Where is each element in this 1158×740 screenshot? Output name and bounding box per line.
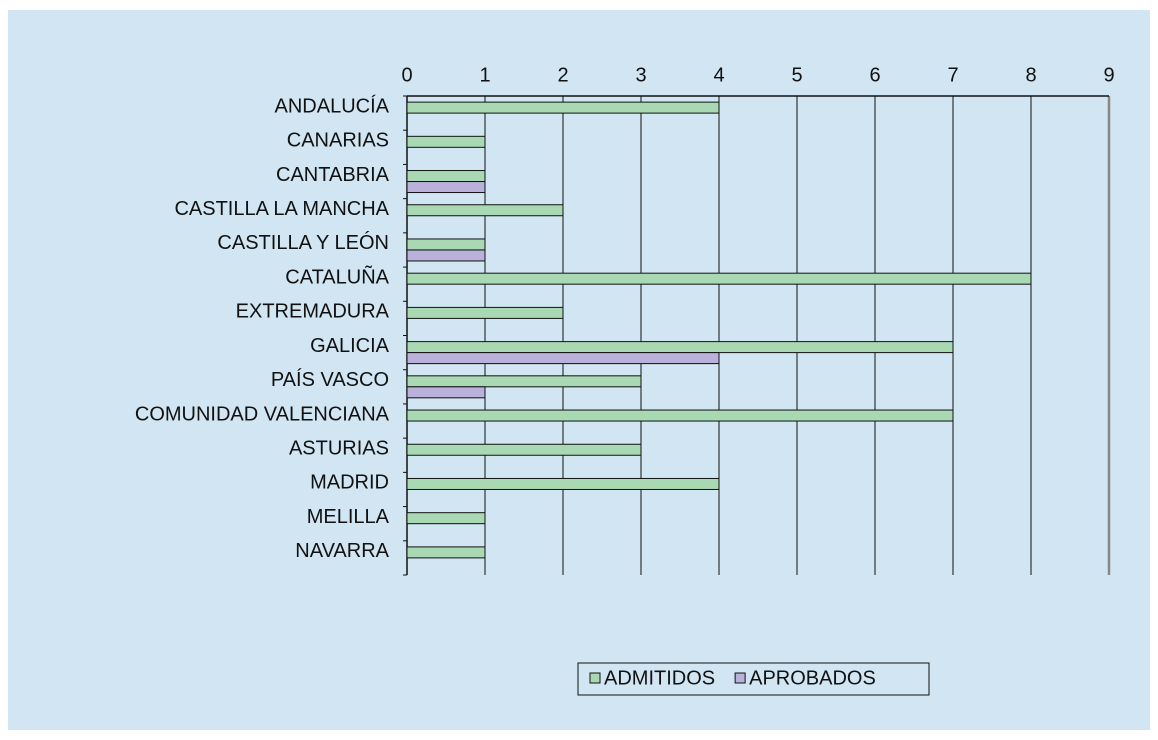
bar	[406, 386, 486, 399]
legend-swatch	[589, 672, 601, 684]
x-tick-label: 5	[791, 64, 802, 86]
bar	[406, 204, 564, 217]
y-tick-label: CASTILLA LA MANCHA	[174, 198, 389, 220]
bar	[406, 249, 486, 262]
bar	[406, 409, 954, 422]
y-tick-label: EXTREMADURA	[236, 301, 390, 323]
bar	[406, 477, 720, 490]
x-tick-label: 6	[869, 64, 880, 86]
x-tick-label: 8	[1025, 64, 1036, 86]
bar	[406, 512, 486, 525]
bar	[406, 272, 1032, 285]
x-tick-label: 1	[479, 64, 490, 86]
y-tick-label: CATALUÑA	[285, 264, 389, 288]
bar	[406, 170, 486, 183]
bar	[406, 352, 720, 365]
x-tick-label: 7	[947, 64, 958, 86]
bar	[406, 375, 642, 388]
panel	[8, 10, 1150, 730]
y-tick-label: COMUNIDAD VALENCIANA	[135, 403, 390, 425]
bar	[406, 135, 486, 148]
y-tick-label: MADRID	[310, 472, 389, 494]
bar	[406, 443, 642, 456]
y-tick-label: NAVARRA	[295, 540, 389, 562]
y-tick-label: PAÍS VASCO	[271, 368, 389, 391]
x-tick-label: 3	[635, 64, 646, 86]
bar	[406, 341, 954, 354]
y-tick-label: GALICIA	[310, 335, 390, 357]
legend-label: ADMITIDOS	[604, 667, 715, 689]
legend-swatch	[734, 672, 746, 684]
y-tick-label: ASTURIAS	[289, 438, 389, 460]
y-tick-label: MELILLA	[307, 506, 390, 528]
x-tick-label: 9	[1103, 64, 1114, 86]
x-tick-label: 4	[713, 64, 724, 86]
y-tick-label: CASTILLA Y LEÓN	[217, 231, 389, 254]
bar	[406, 101, 720, 114]
bar	[406, 546, 486, 559]
y-tick-label: CANTABRIA	[276, 164, 390, 186]
bar	[406, 238, 486, 251]
x-tick-label: 2	[557, 64, 568, 86]
bar	[406, 306, 564, 319]
legend-box	[577, 662, 930, 696]
bar	[406, 181, 486, 194]
legend-label: APROBADOS	[749, 667, 876, 689]
y-tick-label: ANDALUCÍA	[275, 94, 390, 117]
x-tick-label: 0	[401, 64, 412, 86]
y-tick-label: CANARIAS	[287, 130, 389, 152]
